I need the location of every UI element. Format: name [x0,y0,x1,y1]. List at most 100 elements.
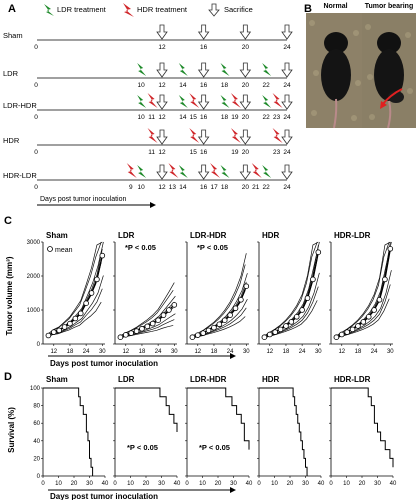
survival-y-tick-label: 100 [30,386,41,392]
schedule-row-hdr: HDR 0 11 12 15 16 19 20 23 24 [3,128,293,156]
tumor-mean-point [45,332,52,339]
tumor-x-tick-label: 12 [338,349,345,355]
tumor-mean-point [83,300,89,306]
schedule-day-label: 17 [210,184,218,191]
survival-x-tick-label: 10 [55,481,62,487]
tumor-x-tick-label: 30 [171,349,178,355]
sacrifice-arrow-icon [239,129,252,145]
sacrifice-arrow-icon [239,62,252,78]
survival-x-tick-label: 20 [359,481,366,487]
schedule-day-label: 11 [148,149,155,156]
tumor-x-tick-label: 18 [355,349,362,355]
tumor-mean-point [266,331,273,338]
schedule-row-label: Sham [3,31,23,40]
schedule-day-label: 18 [221,184,229,191]
schedule-day-label: 10 [138,184,146,191]
tumor-x-tick-label: 24 [155,349,162,355]
normal-mouse-photo [306,13,365,128]
tumor-individual-curve [48,288,103,337]
tumor-x-tick-label: 18 [139,349,146,355]
survival-x-arrow-head [230,487,236,493]
tumor-mean-point [227,312,233,318]
schedule-day-label: 13 [169,184,177,191]
ldr-bolt-icon [220,165,230,178]
tumor-x-tick-label: 24 [83,349,90,355]
sacrifice-arrow-icon [197,164,210,180]
schedule-day-label: 10 [138,82,146,89]
tumor-mean-point [365,314,372,320]
sacrifice-arrow-icon [156,164,168,180]
schedule-row-sham: Sham 0 12 16 20 24 [3,24,293,51]
tumor-individual-curve [336,284,391,339]
survival-pvalue-label: *P < 0.05 [127,443,158,452]
tumor-subplot-title: LDR [118,231,135,240]
schedule-day-label: 20 [242,82,250,89]
tumor-x-tick-label: 30 [387,349,394,355]
schedule-day-label: 14 [179,114,187,121]
sacrifice-arrow-icon [239,164,252,180]
ldr-bolt-icon [262,95,272,108]
tumor-x-tick-label: 24 [371,349,378,355]
tumor-mean-point [387,245,394,252]
tumor-x-tick-label: 30 [315,349,322,355]
tumor-mean-point [160,312,167,318]
tumor-mean-point [166,307,172,313]
tumor-mean-point [216,321,223,328]
survival-subplot-sham: Sham 0 10 20 30 40 0 20 40 60 80 100 [30,375,109,487]
schedule-day-label: 24 [283,82,291,89]
tumor-mean-point [99,252,106,259]
schedule-day-label: 0 [34,149,38,156]
hdr-bolt-icon [230,93,241,108]
schedule-day-label: 11 [148,114,155,121]
tumor-mean-point [122,332,129,338]
survival-subplot-ldr: LDR 0 10 20 30 40 *P < 0.05 [113,375,181,487]
tumor-x-arrow-head [230,353,236,359]
schedule-day-label: 20 [242,149,250,156]
tumor-mean-point [88,290,95,296]
tumor-mean-point [67,320,73,327]
panel-letter-d: D [4,371,12,383]
sacrifice-arrow-icon [281,94,293,110]
tumor-subplot-sham: Sham 12 18 24 30 0 1000 2000 3000 mean [27,231,107,355]
schedule-day-label: 16 [200,44,208,51]
tumor-y-tick-label: 2000 [27,274,41,280]
tumor-mean-point [77,310,84,317]
survival-step-curve [259,387,308,476]
tumor-subplot-hdr-ldr: HDR-LDR 12 18 24 30 [329,231,394,355]
sacrifice-arrow-icon [197,24,210,40]
treatment-schedule-diagram: LDR treatment HDR treatment Sacrifice Sh… [3,3,293,208]
schedule-day-label: 21 [252,184,260,191]
schedule-day-label: 12 [158,149,166,156]
schedule-day-label: 24 [283,44,291,51]
schedule-day-label: 12 [158,44,166,51]
tumor-mean-point [171,302,178,308]
sacrifice-arrow-icon [281,129,293,145]
survival-subplot-title: Sham [46,375,68,384]
schedule-day-label: 12 [158,82,166,89]
survival-step-curve [187,387,250,450]
sacrifice-arrow-icon [156,94,168,110]
schedule-row-hdr-ldr: HDR-LDR 0 9 10 12 13 14 16 17 18 20 21 22 24 [3,163,293,191]
hdr-bolt-icon [272,128,283,143]
survival-x-tick-label: 0 [113,481,117,487]
survival-x-tick-label: 20 [287,481,294,487]
survival-x-tick-label: 40 [246,481,253,487]
survival-pvalue-label: *P < 0.05 [199,443,230,452]
normal-photo-label: Normal [323,3,348,10]
sacrifice-arrow-icon [281,164,293,180]
survival-subplot-hdr-ldr: HDR-LDR 0 10 20 30 40 [329,375,397,487]
schedule-day-label: 20 [242,114,250,121]
tumor-x-tick-label: 30 [243,349,250,355]
tumor-mean-point [94,276,100,283]
tumor-mean-point [304,295,311,301]
tumor-mean-point [189,334,196,340]
tumor-mean-point [149,320,156,327]
tumor-mean-point [205,327,212,334]
schedule-day-label: 0 [34,82,38,89]
tumor-mean-point [221,317,228,323]
schedule-day-label: 16 [200,114,208,121]
tumor-mean-point [376,297,383,303]
sacrifice-arrow-icon [281,24,293,40]
survival-x-tick-label: 30 [86,481,93,487]
tumor-individual-curve [192,281,247,338]
